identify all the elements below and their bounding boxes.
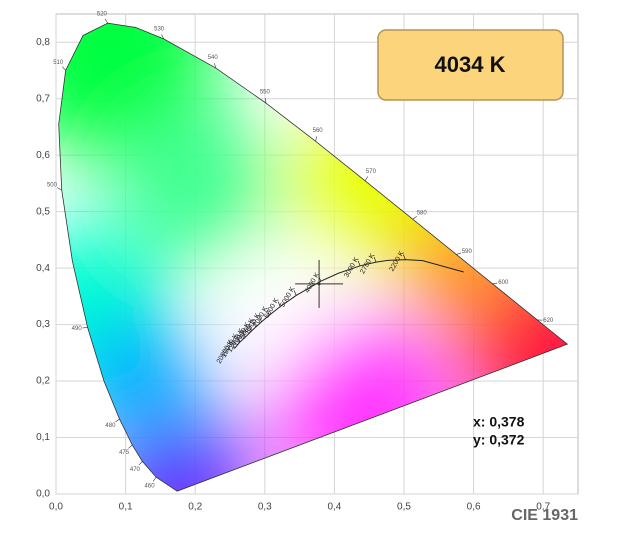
x-tick-label: 0,0 <box>49 502 63 513</box>
y-tick-label: 0,7 <box>36 93 50 104</box>
cct-tick <box>357 260 361 266</box>
cct-badge <box>377 29 564 101</box>
wavelength-label: 540 <box>208 55 219 61</box>
wavelength-tick <box>492 282 498 284</box>
wavelength-tick <box>161 34 164 40</box>
x-tick-label: 0,6 <box>467 502 481 513</box>
wavelength-tick <box>152 477 157 482</box>
x-tick-label: 0,1 <box>119 502 133 513</box>
wavelength-tick <box>104 18 108 24</box>
wavelength-label: 510 <box>53 60 64 66</box>
y-tick-label: 0,2 <box>36 376 50 387</box>
x-tick-label: 0,4 <box>327 502 341 513</box>
wavelength-label: 560 <box>313 128 324 134</box>
cct-tick <box>277 301 281 307</box>
wavelength-label: 460 <box>145 484 156 490</box>
cct-tick <box>253 321 257 328</box>
wavelength-tick <box>128 444 133 449</box>
cct-tick <box>232 343 235 349</box>
color-blob <box>58 23 222 164</box>
wavelength-label: 470 <box>130 467 141 473</box>
wavelength-tick <box>364 176 369 181</box>
y-tick-label: 0,0 <box>36 489 50 500</box>
wavelength-tick <box>456 252 462 255</box>
wavelength-label: 570 <box>366 169 377 175</box>
wavelength-label: 530 <box>154 26 165 32</box>
x-tick-label: 0,5 <box>397 502 411 513</box>
point <box>317 282 321 286</box>
cct-tick <box>373 257 377 263</box>
cct-tick <box>403 254 406 260</box>
x-tick-label: 0,7 <box>536 502 550 513</box>
wavelength-label: 480 <box>105 423 116 429</box>
y-tick-label: 0,5 <box>36 206 50 217</box>
wavelength-tick <box>138 461 143 466</box>
x-tick-label: 0,2 <box>188 502 202 513</box>
wavelength-label: 500 <box>47 182 58 188</box>
cct-tick <box>293 290 297 296</box>
wavelength-tick <box>115 418 120 423</box>
y-tick-label: 0,1 <box>36 432 50 443</box>
wavelength-label: 590 <box>462 249 473 255</box>
cct-tick <box>266 310 270 316</box>
spectral-locus <box>58 22 569 492</box>
y-coordinate: y: 0,372 <box>473 432 525 448</box>
wavelength-label: 490 <box>72 326 83 332</box>
cct-tick <box>237 337 240 343</box>
footer: CIE 1931 <box>511 507 578 524</box>
cct-tick <box>249 326 252 332</box>
y-tick-label: 0,3 <box>36 319 50 330</box>
wavelength-tick <box>62 66 66 71</box>
wavelength-label: 520 <box>97 11 108 17</box>
x-tick-label: 0,3 <box>258 502 272 513</box>
wavelength-label: 580 <box>417 211 428 217</box>
wavelength-tick <box>214 63 217 69</box>
cct-tick <box>242 332 246 338</box>
cct-tick <box>259 316 262 323</box>
wavelength-label: 550 <box>260 90 271 96</box>
wavelength-label: 475 <box>119 450 130 456</box>
wavelength-label: 600 <box>498 280 509 286</box>
y-tick-label: 0,8 <box>36 37 50 48</box>
cct-label: 4034 K <box>435 52 506 77</box>
wavelength-tick <box>412 216 417 220</box>
wavelength-tick <box>315 136 317 142</box>
x-coordinate: x: 0,378 <box>473 414 525 430</box>
wavelength-tick <box>57 187 62 191</box>
wavelength-label: 620 <box>543 318 554 324</box>
y-tick-label: 0,6 <box>36 150 50 161</box>
y-tick-label: 0,4 <box>36 263 50 274</box>
color-blob <box>115 103 276 264</box>
